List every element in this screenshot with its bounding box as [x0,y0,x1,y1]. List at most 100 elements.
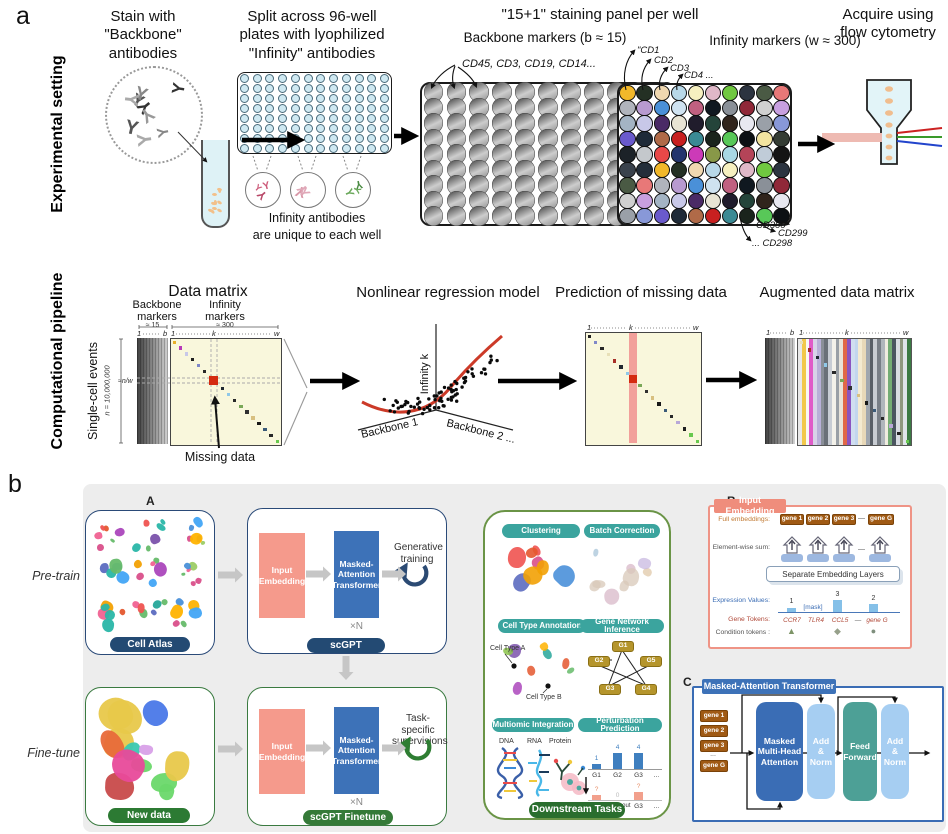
matrix-diagonal-dot [606,353,610,357]
cell-type-b-label: Cell Type B [526,694,562,701]
well [303,123,313,133]
backbone-markers-title: Backbone markers (b ≈ 15) [463,30,627,45]
umap-blob [109,537,115,544]
matrix-diagonal-dot [196,363,201,368]
well [354,123,364,133]
well [704,99,722,117]
matrix-diagonal-dot [638,383,642,388]
umap-blob [148,532,162,546]
well [367,133,377,143]
well [773,161,790,179]
infinity-markers-title: Infinity markers (w ≈ 300) [709,33,861,48]
umap-blob [143,519,150,527]
matrix-diagonal-dot [220,387,225,391]
well [538,82,558,102]
matrix-diagonal-dot [251,416,255,420]
matrix-diagonal-dot [840,378,844,382]
perturb-val-1: 1 [594,755,599,762]
perturb-lab-dots: ... [653,772,660,779]
batch-correction-umap [584,544,660,610]
well [561,206,581,226]
well [367,123,377,133]
well [316,143,326,153]
axis-backbone-1: Backbone 1 [360,416,419,441]
augmented-stripe [892,339,897,445]
well [636,192,653,210]
augmented-title: Augmented data matrix [759,284,915,301]
well [446,159,467,180]
well [687,115,705,132]
umap-blob [97,544,105,552]
transformer-block-ft: Masked- Attention Transformer [332,707,381,794]
cd2-label: CD2 [654,55,674,66]
well [239,123,249,133]
new-data-tsne [94,693,206,806]
aug-tick-1: 1 [766,328,771,337]
well [423,97,444,118]
well [773,177,790,194]
well [252,83,262,93]
matrix-diagonal-dot [663,408,668,412]
well [584,128,604,149]
gene-name-tlr4: TLR4 [808,617,824,624]
aug-backbone-block [765,338,795,444]
expression-baseline [778,612,900,613]
well [290,73,300,83]
well [469,159,490,180]
cd4-label: CD4 ... [684,70,714,81]
well [538,128,558,149]
well [446,190,467,211]
matrix-diagonal-dot [172,340,176,344]
matrix-diagonal-dot [657,402,661,406]
gene-node-g5: G5 [640,656,662,667]
well [515,190,535,211]
well [380,113,390,123]
well [316,133,326,143]
well [239,103,249,113]
well [619,161,636,179]
well [239,133,249,143]
augmented-stripe [846,339,852,445]
well [515,128,535,149]
add-norm-block-2: Add & Norm [881,704,909,799]
matrix-diagonal-dot [233,398,237,403]
gene-name-ccl5: CCL5 [831,617,849,624]
well [670,146,688,163]
matrix-diagonal-dot [689,433,693,437]
well [446,144,467,164]
augmented-stripe [903,339,908,445]
well [687,146,705,163]
well [756,130,773,148]
matrix-diagonal-dot [202,369,207,373]
matrix-diagonal-dot [263,427,267,432]
perturb-klab-dots: ... [653,803,660,810]
well [341,113,351,123]
dna-label: DNA [499,738,514,745]
well [469,97,490,118]
antibody-icon: Y [132,131,157,148]
well [290,133,300,143]
perturb-lab-g2: G2 [613,772,622,779]
well [469,190,490,211]
expr-val-3: 3 [835,591,840,598]
umap-blob [168,603,187,622]
well [538,97,558,118]
task-cell-type-annotation: Cell Type Annotation [498,619,586,633]
xn-label-ft: ×N [349,797,364,808]
sum-icon [781,536,803,562]
well [239,73,249,83]
96-well-plate [237,72,392,154]
well [329,123,339,133]
task-batch-correction: Batch Correction [584,524,660,538]
well [367,143,377,153]
row-gene-tokens: Gene Tokens: [728,616,770,623]
well [278,123,288,133]
well [721,115,739,132]
matrix-diagonal-dot [848,386,852,390]
well [584,206,604,226]
well [329,103,339,113]
well [653,177,670,194]
well [446,97,467,118]
sub-panel-a-label: A [146,494,155,508]
augmented-stripe [854,339,859,445]
